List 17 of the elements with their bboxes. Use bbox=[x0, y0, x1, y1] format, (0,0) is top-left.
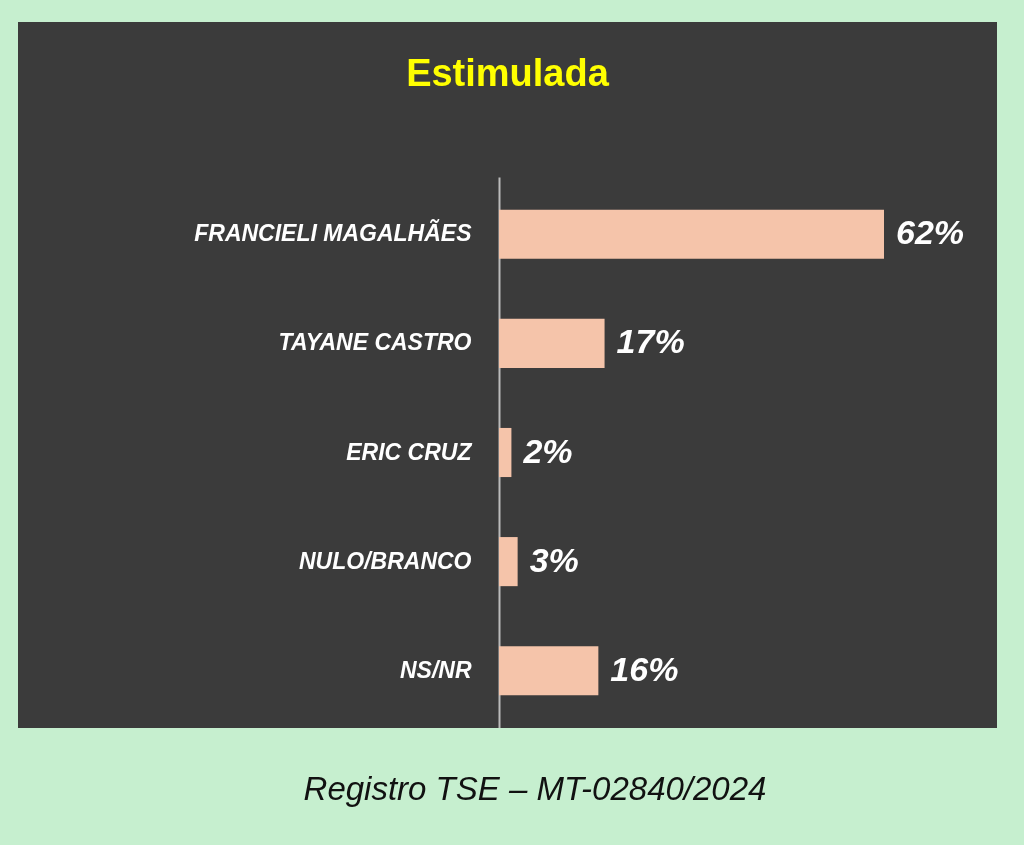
data-label: 16% bbox=[610, 649, 679, 688]
data-label: 17% bbox=[616, 322, 685, 361]
y-tick-label: NULO/BRANCO bbox=[299, 547, 472, 574]
bar bbox=[499, 318, 605, 368]
y-tick-label: FRANCIELI MAGALHÃES bbox=[194, 219, 473, 247]
bar bbox=[499, 537, 518, 587]
bar bbox=[499, 209, 884, 259]
bar bbox=[499, 646, 599, 696]
y-tick-label: ERIC CRUZ bbox=[346, 438, 473, 465]
data-label: 2% bbox=[522, 431, 573, 470]
y-tick-label: TAYANE CASTRO bbox=[278, 329, 472, 356]
text: Registro TSE – MT-02840/2024 bbox=[302, 770, 768, 808]
data-label: 3% bbox=[529, 540, 579, 579]
data-label: 62% bbox=[896, 213, 965, 252]
chart-title: Estimulada bbox=[405, 52, 610, 95]
y-tick-label: NS/NR bbox=[399, 656, 472, 683]
bar bbox=[499, 427, 512, 478]
